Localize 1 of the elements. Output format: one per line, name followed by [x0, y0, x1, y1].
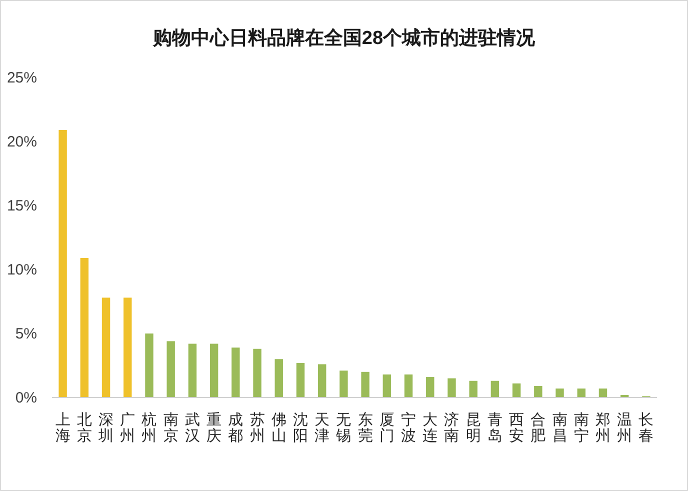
- title: 购物中心日料品牌在全国28个城市的进驻情况: [152, 28, 536, 49]
